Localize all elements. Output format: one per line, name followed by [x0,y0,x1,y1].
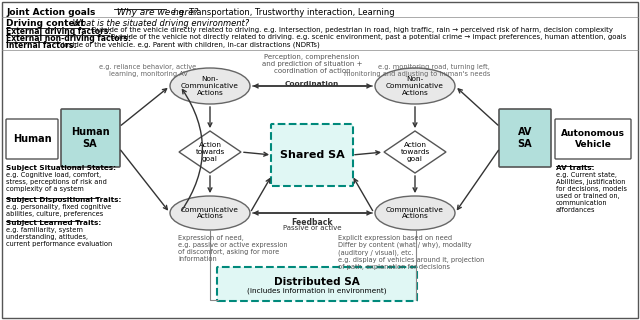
Text: Joint Action goals: Joint Action goals [6,8,95,17]
Ellipse shape [375,196,455,230]
Polygon shape [384,131,446,173]
Text: What is the situated driving environment?: What is the situated driving environment… [70,19,249,28]
Text: Action
towards
goal: Action towards goal [401,142,429,162]
Ellipse shape [375,68,455,104]
Text: e.g. Cognitive load, comfort,
stress, perceptions of risk and
complexity of a sy: e.g. Cognitive load, comfort, stress, pe… [6,172,107,192]
Text: External driving factors:: External driving factors: [6,27,111,36]
Text: Human: Human [13,134,51,144]
Text: Driving context: Driving context [6,19,84,28]
Text: e.g. Current state,
Abilities, justification
for decisions, models
used or train: e.g. Current state, Abilities, justifica… [556,172,627,213]
FancyBboxPatch shape [499,109,551,167]
Text: Communicative
Actions: Communicative Actions [386,206,444,220]
FancyBboxPatch shape [61,109,120,167]
Text: e.g. reliance behavior, active
learning, monitoring AV: e.g. reliance behavior, active learning,… [99,64,196,77]
Text: Expression of need,
e.g. passive or active expression
of discomfort, asking for : Expression of need, e.g. passive or acti… [178,235,287,262]
Text: Shared SA: Shared SA [280,150,344,160]
Text: Coordination: Coordination [285,81,339,87]
Text: Subject Learned Traits:: Subject Learned Traits: [6,220,101,226]
Text: Feedback: Feedback [291,218,333,227]
Polygon shape [179,131,241,173]
FancyBboxPatch shape [217,267,417,301]
Text: Passive or active: Passive or active [283,225,341,231]
Text: AV traits:: AV traits: [556,165,595,171]
Text: e.g. monitoring road, turning left,
monitoring and adjusting to human's needs: e.g. monitoring road, turning left, moni… [344,64,490,77]
Text: Outside of the vehicle directly related to driving. e.g. Intersection, pedestria: Outside of the vehicle directly related … [89,27,613,33]
Ellipse shape [170,196,250,230]
Text: Non-
Communicative
Actions: Non- Communicative Actions [386,76,444,96]
Text: Inside of the vehicle. e.g. Parent with children, in-car distractions (NDRTs): Inside of the vehicle. e.g. Parent with … [60,41,320,47]
Text: Communicative
Actions: Communicative Actions [181,206,239,220]
Text: Subject Dispositional Traits:: Subject Dispositional Traits: [6,197,122,203]
FancyBboxPatch shape [6,119,58,159]
Text: Human
SA: Human SA [70,127,109,149]
Text: Action
towards
goal: Action towards goal [195,142,225,162]
Text: AV
SA: AV SA [518,127,532,149]
Text: Non-
Communicative
Actions: Non- Communicative Actions [181,76,239,96]
Text: e.g. Transportation, Trustworthy interaction, Learning: e.g. Transportation, Trustworthy interac… [168,8,395,17]
Text: Explicit expression based on need
Differ by content (what / why), modality
(audi: Explicit expression based on need Differ… [338,235,484,270]
Text: External non-driving factors:: External non-driving factors: [6,34,131,43]
Text: Subject Situational States:: Subject Situational States: [6,165,116,171]
Text: Internal factors:: Internal factors: [6,41,77,50]
FancyBboxPatch shape [271,124,353,186]
Text: e.g. personality, fixed cognitive
abilities, culture, preferences: e.g. personality, fixed cognitive abilit… [6,204,111,217]
FancyBboxPatch shape [555,119,631,159]
Text: Outside of the vehicle not directly related to driving. e.g. scenic environment,: Outside of the vehicle not directly rela… [108,34,627,40]
Text: Why are we here?: Why are we here? [114,8,198,17]
Ellipse shape [170,68,250,104]
Text: (includes information in environment): (includes information in environment) [247,288,387,294]
Text: e.g. familiarity, system
understanding, atitudes,
current performance evaluation: e.g. familiarity, system understanding, … [6,227,112,247]
Text: Distributed SA: Distributed SA [274,277,360,287]
Text: Perception, comprehension
and prediction of situation +
coordination of action: Perception, comprehension and prediction… [262,54,362,74]
Text: Autonomous
Vehicle: Autonomous Vehicle [561,129,625,149]
